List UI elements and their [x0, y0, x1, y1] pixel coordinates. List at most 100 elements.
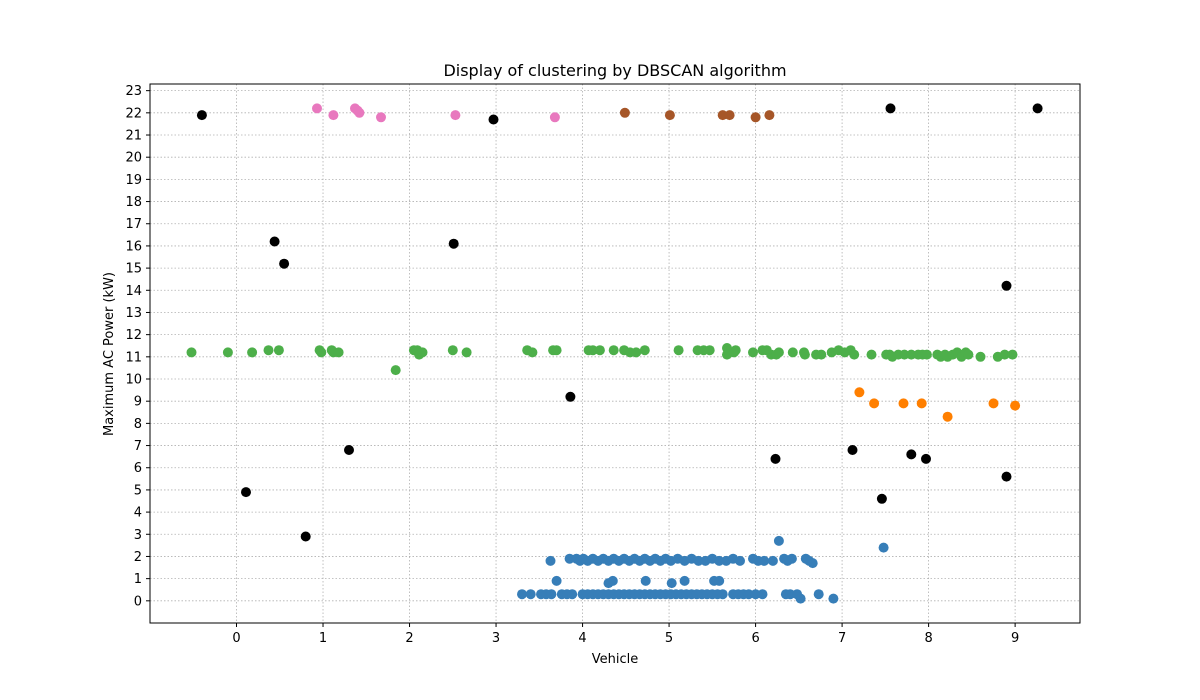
- data-point: [735, 555, 745, 566]
- data-point: [730, 345, 741, 356]
- x-tick-label: 8: [924, 631, 932, 646]
- data-point: [607, 575, 618, 586]
- data-point: [316, 347, 327, 358]
- data-point: [828, 593, 839, 604]
- data-point: [1001, 280, 1012, 291]
- y-tick-label: 15: [125, 262, 142, 277]
- data-point: [795, 593, 806, 604]
- plot-frame: [149, 83, 1081, 624]
- data-point: [717, 589, 728, 600]
- data-point: [608, 345, 619, 356]
- x-tick-label: 4: [578, 631, 586, 646]
- y-axis-label: Maximum AC Power (kW): [102, 272, 117, 436]
- grid-lines: [150, 84, 1080, 623]
- y-tick-label: 6: [134, 461, 142, 476]
- data-point: [666, 578, 677, 589]
- data-point: [545, 555, 556, 566]
- data-point: [549, 112, 560, 123]
- data-point: [594, 345, 605, 356]
- data-point: [743, 589, 754, 600]
- data-point: [906, 349, 917, 360]
- data-point: [488, 114, 499, 125]
- y-tick-label: 3: [134, 528, 142, 543]
- data-point: [527, 347, 538, 358]
- data-point: [849, 349, 860, 360]
- data-point: [786, 553, 797, 564]
- data-point: [807, 558, 818, 569]
- data-point: [567, 589, 578, 600]
- data-point: [376, 112, 386, 123]
- data-point: [525, 589, 536, 600]
- data-point: [767, 555, 778, 566]
- data-point: [876, 493, 887, 504]
- data-point: [773, 535, 784, 546]
- x-tick-label: 7: [838, 631, 846, 646]
- y-tick-label: 8: [134, 417, 142, 432]
- series-2: [619, 107, 775, 123]
- x-tick-label: 1: [319, 631, 327, 646]
- data-point: [750, 112, 761, 123]
- data-point: [1001, 471, 1012, 482]
- data-point: [816, 349, 827, 360]
- data-point: [942, 411, 953, 422]
- data-point: [312, 103, 322, 114]
- data-point: [551, 575, 562, 586]
- data-point: [704, 345, 715, 356]
- y-tick-label: 17: [125, 217, 142, 232]
- data-points: [186, 103, 1043, 604]
- data-point: [975, 351, 986, 362]
- data-point: [222, 347, 233, 358]
- data-point: [999, 349, 1010, 360]
- data-point: [241, 487, 251, 498]
- data-point: [813, 589, 824, 600]
- x-tick-label: 6: [751, 631, 759, 646]
- y-tick-label: 18: [125, 195, 142, 210]
- data-point: [693, 555, 704, 566]
- y-tick-label: 1: [134, 572, 142, 587]
- data-point: [899, 349, 910, 360]
- series-0: [196, 103, 1043, 542]
- series-4: [854, 387, 1021, 422]
- data-point: [448, 238, 459, 249]
- data-point: [664, 110, 675, 121]
- data-point: [517, 589, 527, 600]
- data-point: [866, 349, 877, 360]
- chart-title: Display of clustering by DBSCAN algorith…: [443, 61, 786, 80]
- y-tick-label: 14: [125, 284, 142, 299]
- data-point: [847, 445, 858, 455]
- data-point: [906, 449, 917, 460]
- y-tick-label: 13: [125, 306, 142, 321]
- data-point: [717, 110, 728, 121]
- data-point: [1007, 349, 1018, 360]
- data-point: [619, 107, 630, 118]
- data-point: [450, 110, 461, 121]
- data-point: [854, 387, 865, 398]
- data-point: [279, 258, 290, 269]
- data-point: [263, 345, 274, 356]
- data-point: [461, 347, 472, 358]
- x-tick-label: 5: [665, 631, 673, 646]
- data-point: [770, 453, 781, 464]
- data-point: [417, 347, 428, 358]
- data-point: [1010, 400, 1021, 411]
- data-point: [344, 445, 354, 455]
- y-tick-label: 21: [125, 129, 142, 144]
- data-point: [748, 347, 758, 358]
- y-tick-label: 0: [134, 594, 142, 609]
- series-5: [517, 535, 889, 604]
- data-point: [186, 347, 197, 358]
- data-point: [269, 236, 280, 247]
- y-tick-label: 5: [134, 483, 142, 498]
- data-point: [640, 575, 651, 586]
- y-tick-label: 9: [134, 395, 142, 410]
- data-point: [639, 345, 650, 356]
- data-point: [963, 349, 974, 360]
- data-point: [916, 398, 927, 409]
- y-tick-label: 16: [125, 239, 142, 254]
- data-point: [546, 589, 557, 600]
- data-point: [878, 542, 889, 553]
- data-point: [988, 398, 999, 409]
- x-tick-label: 0: [232, 631, 240, 646]
